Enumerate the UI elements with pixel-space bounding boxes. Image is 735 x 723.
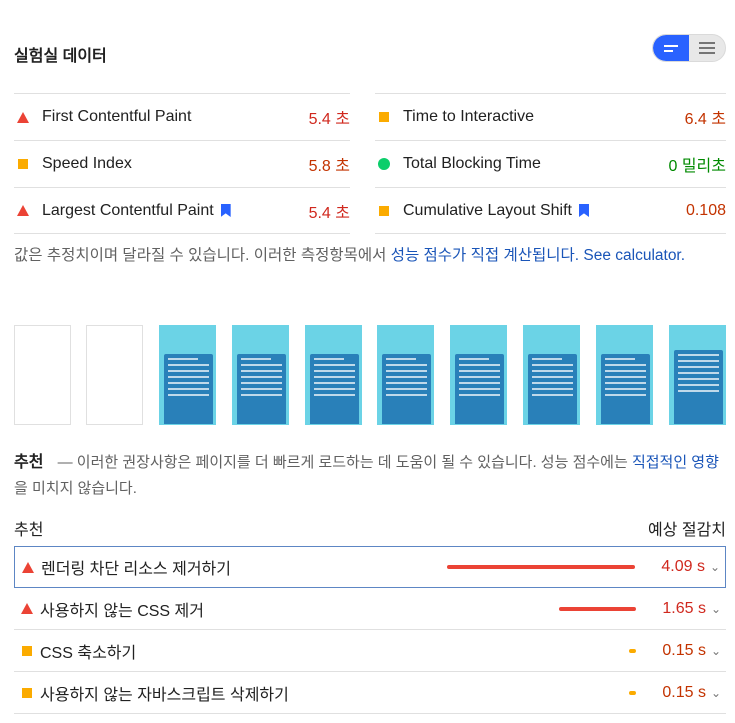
filmstrip-frame xyxy=(377,325,434,425)
filmstrip-frame xyxy=(86,325,143,425)
chevron-down-icon[interactable]: ⌄ xyxy=(710,601,722,616)
chevron-down-icon[interactable]: ⌄ xyxy=(710,643,722,658)
metric-lcp[interactable]: Largest Contentful Paint 5.4 초 xyxy=(14,187,350,234)
opportunity-label: 사용하지 않는 CSS 제거 xyxy=(40,602,204,620)
savings-value: 0.15 s xyxy=(662,641,706,659)
average-square-icon xyxy=(379,112,389,122)
metric-tti[interactable]: Time to Interactive 6.4 초 xyxy=(375,93,726,140)
compact-view-button[interactable] xyxy=(689,35,725,61)
metric-label: Cumulative Layout Shift xyxy=(403,201,572,219)
fail-triangle-icon xyxy=(17,111,29,123)
opportunity-label: CSS 축소하기 xyxy=(40,644,137,662)
note-text: 값은 추정치이며 달라질 수 있습니다. 이러한 측정항목에서 xyxy=(14,247,391,264)
savings-value: 1.65 s xyxy=(662,599,706,617)
average-square-icon xyxy=(18,159,28,169)
metric-value: 5.4 초 xyxy=(308,111,350,128)
filmstrip-frame xyxy=(159,325,216,425)
average-square-icon xyxy=(379,205,389,216)
recommendations-text-end: 을 미치지 않습니다. xyxy=(14,480,137,497)
metric-cls[interactable]: Cumulative Layout Shift 0.108 xyxy=(375,187,726,234)
savings-bar xyxy=(447,565,635,569)
menu-lines-icon xyxy=(699,42,715,54)
column-header-recommendation: 추천 xyxy=(14,522,44,539)
filmstrip-frame xyxy=(232,325,289,425)
metric-label: Speed Index xyxy=(42,155,132,172)
opportunity-row[interactable]: 사용하지 않는 자바스크립트 삭제하기 0.15 s ⌄ xyxy=(14,672,726,714)
metric-label: Total Blocking Time xyxy=(403,155,541,172)
metric-label: First Contentful Paint xyxy=(42,108,192,125)
opportunity-row[interactable]: 사용하지 않는 CSS 제거 1.65 s ⌄ xyxy=(14,588,726,630)
opportunity-label: 사용하지 않는 자바스크립트 삭제하기 xyxy=(40,686,289,704)
bookmark-icon[interactable] xyxy=(220,204,231,217)
metric-value: 5.8 초 xyxy=(308,158,350,175)
filmstrip-frame xyxy=(450,325,507,425)
list-lines-icon xyxy=(664,44,678,52)
recommendations-title: 추천 xyxy=(14,454,44,471)
filmstrip xyxy=(14,325,726,425)
recommendations-text: — 이러한 권장사항은 페이지를 더 빠르게 로드하는 데 도움이 될 수 있습… xyxy=(53,454,632,471)
chevron-down-icon[interactable]: ⌄ xyxy=(710,685,722,700)
opportunity-row[interactable]: 렌더링 차단 리소스 제거하기 4.09 s ⌄ xyxy=(14,546,726,588)
filmstrip-frame xyxy=(669,325,726,425)
metric-label: Time to Interactive xyxy=(403,108,535,125)
savings-bar xyxy=(629,648,636,653)
fail-triangle-icon xyxy=(21,603,33,614)
savings-bar xyxy=(559,606,636,611)
metric-value: 5.4 초 xyxy=(308,204,350,222)
metric-tbt[interactable]: Total Blocking Time 0 밀리초 xyxy=(375,140,726,187)
filmstrip-frame xyxy=(14,325,71,425)
opportunity-row[interactable]: CSS 축소하기 0.15 s ⌄ xyxy=(14,630,726,672)
fail-triangle-icon xyxy=(17,205,29,216)
estimate-note: 값은 추정치이며 달라질 수 있습니다. 이러한 측정항목에서 성능 점수가 직… xyxy=(14,244,726,268)
metric-value: 0 밀리초 xyxy=(668,158,726,175)
direct-impact-link[interactable]: 직접적인 영향 xyxy=(631,454,719,471)
recommendations-intro: 추천 — 이러한 권장사항은 페이지를 더 빠르게 로드하는 데 도움이 될 수… xyxy=(14,450,726,502)
score-calculation-link[interactable]: 성능 점수가 직접 계산됩니다. xyxy=(390,247,580,264)
filmstrip-frame xyxy=(596,325,653,425)
average-square-icon xyxy=(22,645,32,656)
metric-speed-index[interactable]: Speed Index 5.8 초 xyxy=(14,140,350,187)
opportunity-label: 렌더링 차단 리소스 제거하기 xyxy=(41,561,231,578)
fail-triangle-icon xyxy=(22,561,34,573)
detailed-view-button[interactable] xyxy=(653,35,689,61)
pass-circle-icon xyxy=(378,158,390,170)
column-header-savings: 예상 절감치 xyxy=(647,522,726,539)
savings-value: 0.15 s xyxy=(662,683,706,701)
metric-fcp[interactable]: First Contentful Paint 5.4 초 xyxy=(14,93,350,140)
filmstrip-frame xyxy=(305,325,362,425)
metric-value: 6.4 초 xyxy=(684,111,726,128)
average-square-icon xyxy=(22,687,32,698)
see-calculator-link[interactable]: See calculator. xyxy=(583,247,686,264)
page-title: 실험실 데이터 xyxy=(14,48,107,65)
filmstrip-frame xyxy=(523,325,580,425)
savings-value: 4.09 s xyxy=(661,558,705,575)
view-toggle[interactable] xyxy=(652,34,726,62)
bookmark-icon[interactable] xyxy=(578,204,589,217)
metric-label: Largest Contentful Paint xyxy=(42,201,214,219)
metric-value: 0.108 xyxy=(685,201,726,219)
chevron-down-icon[interactable]: ⌄ xyxy=(709,560,721,574)
savings-bar xyxy=(629,690,636,695)
